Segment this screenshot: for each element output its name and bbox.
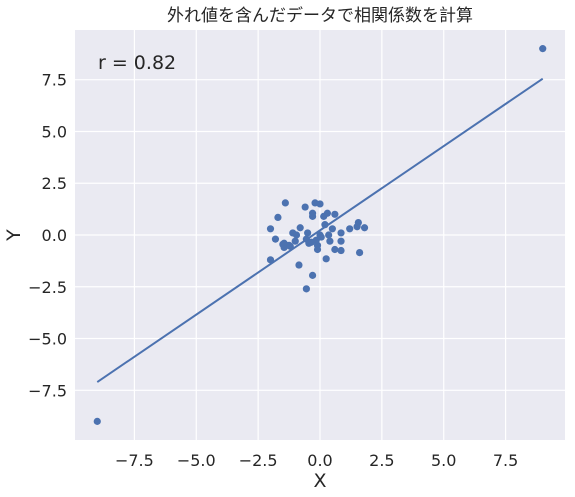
- data-point: [325, 231, 333, 239]
- data-point: [320, 212, 328, 220]
- data-point: [281, 199, 289, 207]
- y-tick-label: −5.0: [28, 330, 67, 349]
- data-point: [337, 237, 345, 245]
- data-point: [316, 200, 324, 208]
- data-point: [337, 246, 345, 255]
- data-point: [539, 45, 547, 53]
- correlation-annotation: r = 0.82: [98, 52, 176, 74]
- regression-line: [96, 77, 544, 383]
- data-point: [346, 225, 354, 233]
- data-point: [308, 271, 317, 279]
- data-point: [328, 225, 336, 233]
- x-tick-label: −2.5: [239, 451, 278, 470]
- chart-title: 外れ値を含んだデータで相関係数を計算: [167, 5, 473, 26]
- data-point: [302, 285, 310, 293]
- data-point: [296, 224, 304, 232]
- data-point: [93, 417, 101, 425]
- data-point: [317, 233, 325, 241]
- x-tick-label: 2.5: [369, 451, 394, 470]
- tick-labels: −7.5 −5.0 −2.5 0.0 2.5 5.0 7.5 −7.5 −5.0 −2.5 0.0 2…: [28, 71, 518, 470]
- y-axis-label: Y: [3, 229, 25, 242]
- x-tick-label: 7.5: [493, 451, 518, 470]
- y-tick-label: −2.5: [28, 278, 67, 297]
- y-tick-label: 5.0: [42, 122, 67, 141]
- data-point: [322, 255, 330, 263]
- data-point: [292, 231, 301, 239]
- data-point: [291, 237, 299, 245]
- data-point: [313, 245, 322, 254]
- y-tick-label: 0.0: [42, 226, 67, 245]
- y-tick-label: 7.5: [42, 71, 67, 90]
- data-point: [326, 237, 334, 245]
- x-axis-label: X: [313, 470, 326, 492]
- data-point: [337, 229, 345, 237]
- data-point: [274, 213, 282, 221]
- data-point: [355, 249, 364, 257]
- data-marks: [93, 45, 547, 425]
- x-tick-label: 0.0: [307, 451, 332, 470]
- data-point: [301, 203, 309, 211]
- data-point: [295, 261, 303, 269]
- y-tick-label: −7.5: [28, 381, 67, 400]
- data-point: [304, 229, 312, 237]
- data-point: [331, 210, 339, 218]
- data-point: [307, 238, 315, 246]
- data-point: [308, 212, 317, 220]
- data-point: [353, 223, 361, 231]
- data-point: [331, 245, 339, 254]
- y-tick-label: 2.5: [42, 174, 67, 193]
- data-point: [279, 240, 287, 248]
- x-tick-label: −5.0: [177, 451, 216, 470]
- data-point: [271, 235, 280, 243]
- x-tick-label: 5.0: [431, 451, 456, 470]
- data-point: [360, 224, 369, 232]
- x-tick-label: −7.5: [115, 451, 154, 470]
- data-point: [266, 225, 275, 233]
